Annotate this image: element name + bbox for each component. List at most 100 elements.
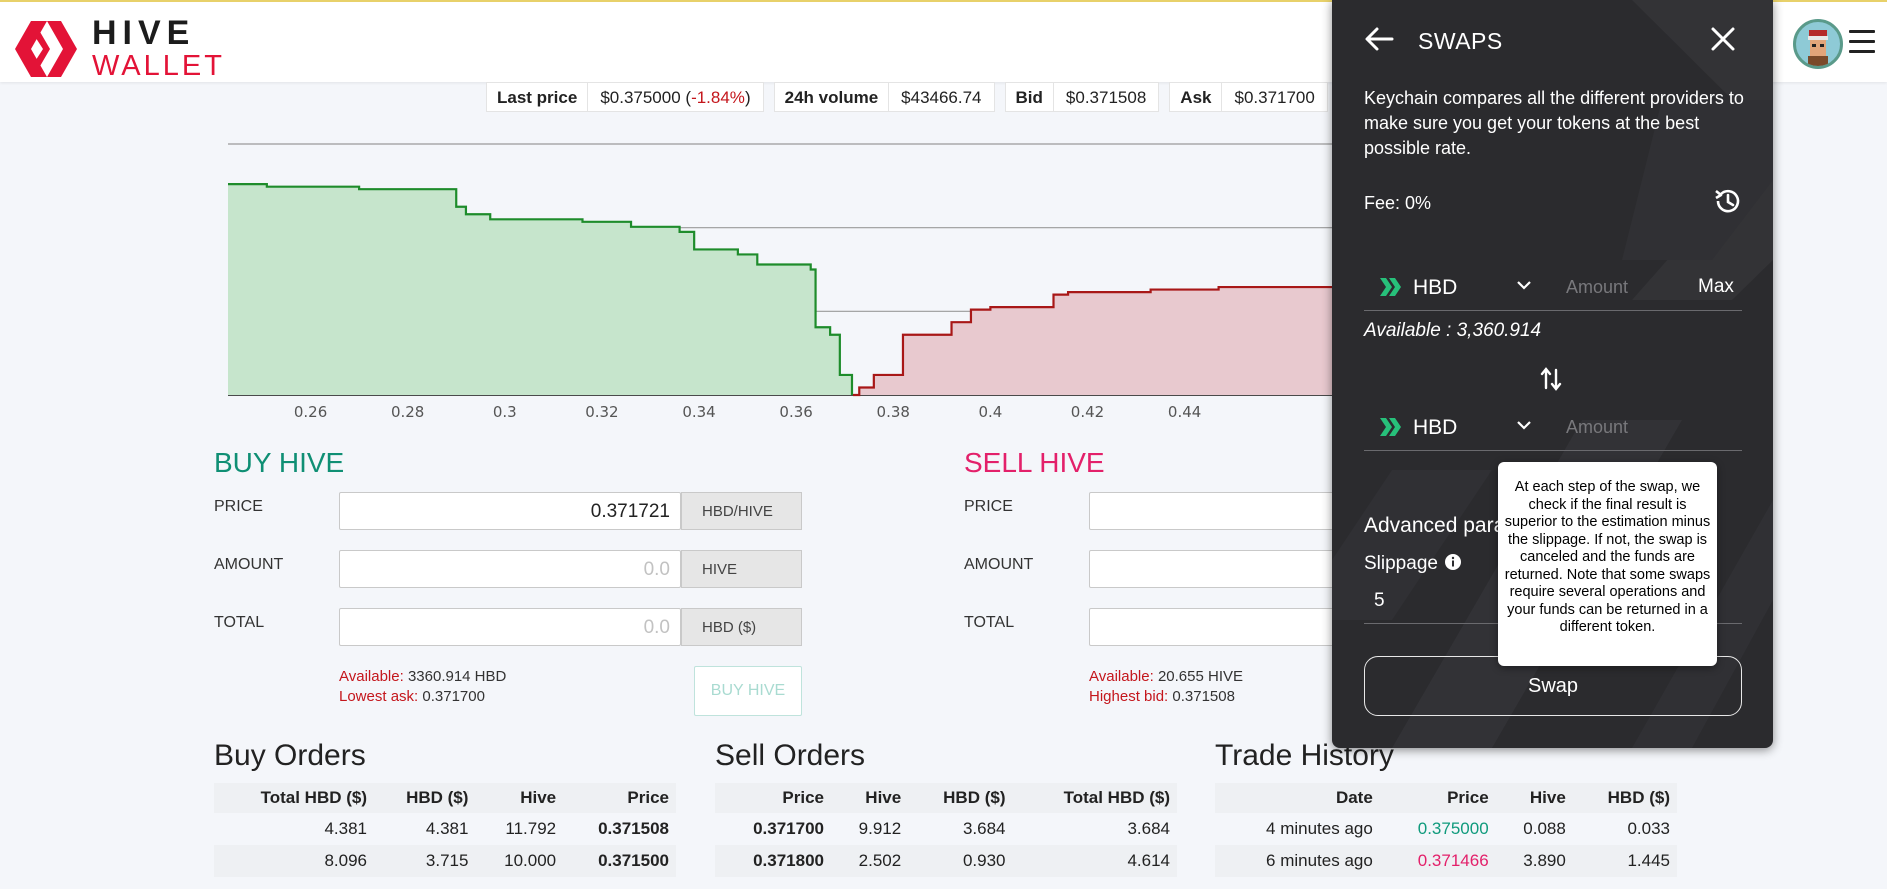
x-tick-label: 0.28 xyxy=(391,403,424,421)
x-tick-label: 0.42 xyxy=(1071,403,1104,421)
ask-depth-area xyxy=(852,287,1340,395)
table-row[interactable]: 4.381 4.381 11.792 0.371508 xyxy=(324,819,669,838)
chevron-down-icon[interactable] xyxy=(1516,419,1532,431)
buy-total-label: TOTAL xyxy=(214,614,265,631)
hbd-coin-icon xyxy=(1380,418,1401,436)
column-header[interactable]: Hive xyxy=(830,783,909,813)
column-header[interactable]: HBD ($) xyxy=(908,783,1013,813)
column-header[interactable]: Price xyxy=(715,783,831,813)
bid-depth-area xyxy=(228,184,852,395)
column-header[interactable]: Total HBD ($) xyxy=(1012,783,1177,813)
available-value: 20.655 HIVE xyxy=(1153,668,1244,685)
table-row[interactable]: 0.371800 2.502 0.930 4.614 xyxy=(715,845,1177,877)
x-tick-label: 0.4 xyxy=(978,403,1002,421)
buy-price-input[interactable]: 0.371721 xyxy=(339,492,681,530)
available-label[interactable]: Available: xyxy=(1089,668,1154,685)
avatar-image xyxy=(1808,30,1828,66)
buy-total-unit: HBD ($) xyxy=(681,608,802,646)
x-tick-label: 0.38 xyxy=(877,403,910,421)
column-header[interactable]: Price xyxy=(1379,783,1496,813)
to-token-select[interactable]: HBD xyxy=(1413,416,1458,439)
x-tick-label: 0.34 xyxy=(682,403,715,421)
table-row[interactable]: 4 minutes ago 0.375000 0.088 0.033 xyxy=(1266,819,1670,838)
column-header[interactable]: HBD ($) xyxy=(1572,783,1677,813)
available-label[interactable]: Available: xyxy=(339,668,404,685)
column-header[interactable]: Hive xyxy=(1495,783,1573,813)
avatar[interactable] xyxy=(1793,19,1843,69)
sell-price-input[interactable] xyxy=(1089,492,1339,530)
from-token-select[interactable]: HBD xyxy=(1413,276,1458,299)
sell-amount-input[interactable] xyxy=(1089,550,1339,588)
logo-wallet-text: WALLET xyxy=(92,50,225,82)
buy-amount-unit: HIVE xyxy=(681,550,802,588)
sell-total-input[interactable] xyxy=(1089,608,1339,646)
ticker-last-price: Last price $0.375000 (-1.84%) xyxy=(486,82,764,112)
highest-bid-value: 0.371508 xyxy=(1168,688,1235,705)
market-ticker: Last price $0.375000 (-1.84%) 24h volume… xyxy=(486,82,1393,112)
table-row[interactable]: 6 minutes ago 0.371466 3.890 1.445 xyxy=(1215,845,1677,877)
swaps-title: SWAPS xyxy=(1418,28,1503,54)
lowest-ask-value: 0.371700 xyxy=(418,688,485,705)
info-icon[interactable] xyxy=(1444,553,1462,571)
ticker-value: $0.375000 (-1.84%) xyxy=(600,88,751,107)
buy-price-unit: HBD/HIVE xyxy=(681,492,802,530)
max-button[interactable]: Max xyxy=(1698,276,1734,297)
ticker-value: $43466.74 xyxy=(901,88,982,107)
table-row[interactable]: 8.096 3.715 10.000 0.371500 xyxy=(214,845,676,877)
ticker-ask: Ask $0.371700 xyxy=(1169,82,1328,112)
ticker-value: $0.371700 xyxy=(1234,88,1315,107)
ticker-volume: 24h volume $43466.74 xyxy=(773,82,995,112)
sell-balance-info: Available: 20.655 HIVE Highest bid: 0.37… xyxy=(1089,667,1243,707)
column-header[interactable]: Hive xyxy=(475,783,564,813)
swap-available-balance: Available : 3,360.914 xyxy=(1364,320,1542,341)
column-header[interactable]: Date xyxy=(1215,783,1380,813)
swap-to-row: HBD Amount xyxy=(1364,403,1742,451)
table-row[interactable]: 0.371700 9.912 3.684 3.684 xyxy=(753,819,1170,838)
hbd-coin-icon xyxy=(1380,278,1401,296)
column-header[interactable]: Price xyxy=(563,783,676,813)
sell-total-label: TOTAL xyxy=(964,614,1015,631)
available-value: 3360.914 HBD xyxy=(403,668,507,685)
ticker-value: $0.371508 xyxy=(1065,88,1147,107)
hive-logo-icon xyxy=(15,20,77,77)
back-arrow-icon[interactable] xyxy=(1364,26,1394,52)
column-header[interactable]: Total HBD ($) xyxy=(214,783,374,813)
lowest-ask-label[interactable]: Lowest ask: xyxy=(339,688,419,705)
highest-bid-label[interactable]: Highest bid: xyxy=(1089,688,1169,705)
bid-depth-line xyxy=(228,183,854,395)
trade-history-table: Date Price Hive HBD ($) 4 minutes ago 0.3… xyxy=(1215,783,1677,877)
ask-depth-line xyxy=(852,285,1340,397)
ticker-key: Ask xyxy=(1170,83,1223,111)
buy-total-input[interactable]: 0.0 xyxy=(339,608,681,646)
close-icon[interactable] xyxy=(1710,26,1736,52)
buy-amount-input[interactable]: 0.0 xyxy=(339,550,681,588)
buy-form-title: BUY HIVE xyxy=(214,447,345,478)
slippage-tooltip: At each step of the swap, we check if th… xyxy=(1498,462,1717,666)
x-tick-label: 0.36 xyxy=(779,403,812,421)
swaps-description: Keychain compares all the different prov… xyxy=(1364,88,1744,158)
swap-fee: Fee: 0% xyxy=(1364,193,1432,213)
sell-price-label: PRICE xyxy=(964,498,1013,515)
buy-amount-label: AMOUNT xyxy=(214,556,284,573)
buy-price-label: PRICE xyxy=(214,498,263,515)
advanced-parameters-toggle[interactable]: Advanced parame xyxy=(1364,514,1535,537)
depth-chart: 0.26 0.28 0.3 0.32 0.34 0.36 0.38 0.4 0.42 0.44 xyxy=(228,143,1340,421)
menu-icon[interactable] xyxy=(1849,30,1875,54)
from-amount-input[interactable]: Amount xyxy=(1566,277,1629,297)
ticker-key: 24h volume xyxy=(775,83,890,111)
history-icon[interactable] xyxy=(1712,186,1742,216)
column-header[interactable]: HBD ($) xyxy=(374,783,476,813)
ticker-key: Bid xyxy=(1006,83,1054,111)
swap-direction-icon[interactable] xyxy=(1539,366,1563,392)
buy-orders-title: Buy Orders xyxy=(214,739,366,772)
x-tick-label: 0.26 xyxy=(294,403,327,421)
buy-balance-info: Available: 3360.914 HBD Lowest ask: 0.37… xyxy=(339,667,506,707)
x-tick-label: 0.44 xyxy=(1168,403,1201,421)
swap-from-row: HBD Amount Max xyxy=(1364,263,1742,311)
sell-amount-label: AMOUNT xyxy=(964,556,1034,573)
slippage-label: Slippage xyxy=(1364,553,1438,574)
chevron-down-icon[interactable] xyxy=(1516,279,1532,291)
to-amount-input[interactable]: Amount xyxy=(1566,417,1629,437)
buy-hive-button[interactable]: BUY HIVE xyxy=(694,666,802,716)
hive-wallet-logo[interactable]: HIVE WALLET xyxy=(14,16,225,81)
